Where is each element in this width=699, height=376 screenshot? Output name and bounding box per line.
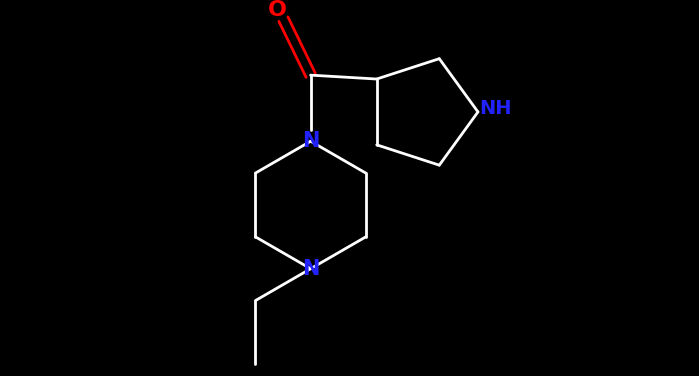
Text: N: N bbox=[302, 131, 319, 151]
Text: N: N bbox=[302, 259, 319, 279]
Text: O: O bbox=[268, 0, 287, 20]
Text: NH: NH bbox=[479, 99, 512, 118]
